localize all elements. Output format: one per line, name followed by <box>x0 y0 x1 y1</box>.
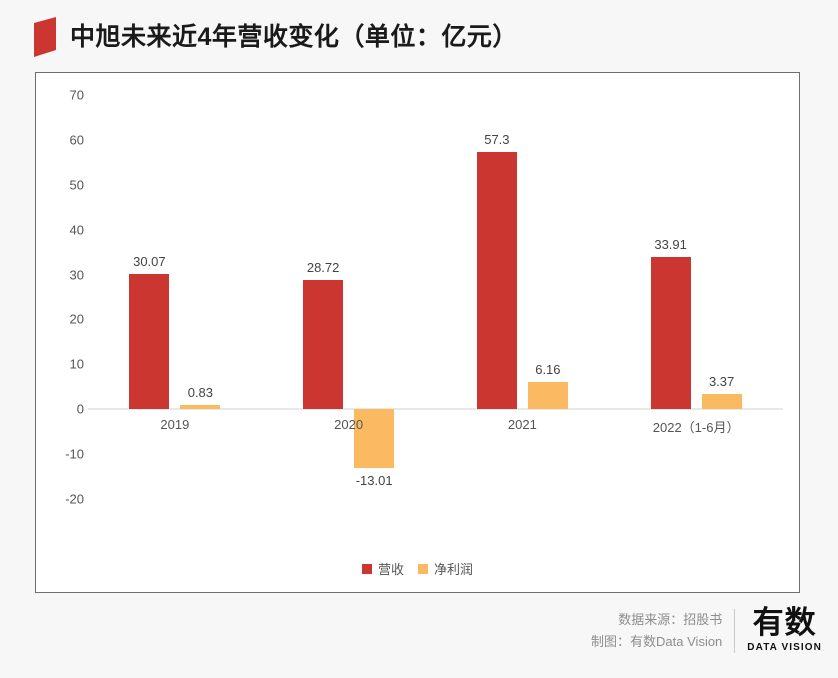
legend-swatch-icon <box>361 563 372 574</box>
bar-value-label: 33.91 <box>654 237 687 252</box>
bar-profit-2021[interactable] <box>527 381 568 410</box>
bar-profit-2020[interactable] <box>354 409 395 468</box>
x-axis-tick-label: 2021 <box>507 417 537 433</box>
x-axis-tick-label: 2020 <box>334 417 364 433</box>
bar-revenue-2022（1-6月）[interactable] <box>650 257 691 410</box>
y-axis-tick-label: 30 <box>69 267 84 283</box>
footer-credit: 制图：有数Data Vision <box>591 633 723 649</box>
page-title-row: 中旭未来近4年营收变化（单位：亿元） <box>0 14 838 60</box>
chart-container: 70 60 50 40 30 20 10 0 -10 -20 30.07 0.83 28.72 -13.… <box>35 72 800 593</box>
bar-value-label: -13.01 <box>355 472 393 488</box>
page-title: 中旭未来近4年营收变化（单位：亿元） <box>70 22 518 51</box>
red-flag-icon <box>34 17 56 57</box>
y-axis-tick-label: 10 <box>69 356 84 372</box>
y-axis-tick-label: -10 <box>65 446 84 462</box>
y-axis-tick-label: 20 <box>69 311 84 327</box>
legend-item[interactable]: 营收 <box>361 559 404 578</box>
bar-value-label: 0.83 <box>187 385 214 401</box>
bar-value-label: 30.07 <box>133 254 166 270</box>
x-axis-tick-label: 2022（1-6月） <box>652 420 740 436</box>
bar-value-label: 28.72 <box>306 260 340 276</box>
bar-revenue-2019[interactable] <box>129 274 170 410</box>
brand-logo-en: DATA VISION <box>747 642 822 653</box>
bar-revenue-2021[interactable] <box>476 152 517 410</box>
x-axis-tick-label: 2019 <box>160 417 190 433</box>
chart-legend: 营收 净利润 <box>36 559 799 578</box>
chart-plot-area: 70 60 50 40 30 20 10 0 -10 -20 30.07 0.83 28.72 -13.… <box>36 73 801 594</box>
bar-value-label: 3.37 <box>708 374 735 390</box>
legend-label: 净利润 <box>434 562 474 577</box>
y-axis-tick-label: 40 <box>69 222 84 238</box>
brand-logo: 有数 DATA VISION <box>747 608 822 653</box>
y-axis: 70 60 50 40 30 20 10 0 -10 -20 <box>36 73 84 594</box>
footer: 数据来源：招股书 制图：有数Data Vision 有数 DATA VISION <box>591 608 822 653</box>
bar-profit-2019[interactable] <box>180 405 221 410</box>
brand-logo-cn: 有数 <box>752 605 817 641</box>
legend-item[interactable]: 净利润 <box>418 559 473 578</box>
bar-value-label: 57.3 <box>484 132 510 147</box>
bar-profit-2022（1-6月）[interactable] <box>701 394 742 410</box>
zero-baseline <box>88 408 783 411</box>
footer-text: 数据来源：招股书 制图：有数Data Vision <box>591 609 722 652</box>
footer-source: 数据来源：招股书 <box>618 612 723 628</box>
bar-value-label: 6.16 <box>535 361 561 377</box>
y-axis-tick-label: 70 <box>69 87 84 103</box>
y-axis-tick-label: -20 <box>65 491 84 507</box>
y-axis-tick-label: 50 <box>69 177 84 193</box>
bar-revenue-2020[interactable] <box>303 280 344 410</box>
y-axis-tick-label: 0 <box>76 401 84 417</box>
footer-divider <box>734 608 736 653</box>
legend-swatch-icon <box>418 563 428 574</box>
legend-label: 营收 <box>377 562 404 577</box>
y-axis-tick-label: 60 <box>69 132 84 148</box>
